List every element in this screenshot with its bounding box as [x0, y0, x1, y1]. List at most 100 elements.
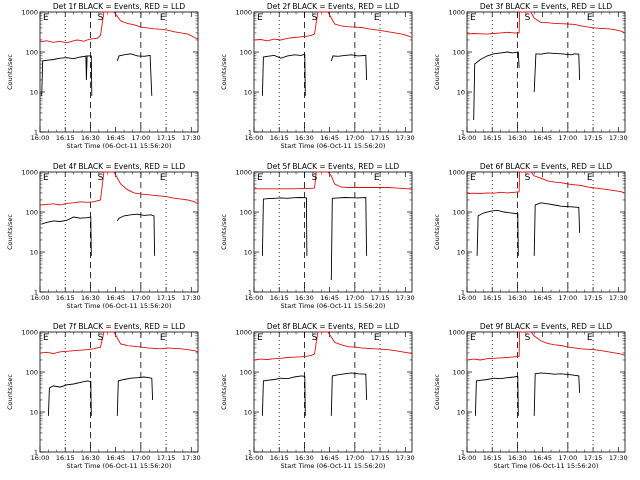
- x-tick-label: 16:45: [106, 454, 125, 462]
- x-tick-label: 16:15: [483, 134, 502, 142]
- y-tick-label: 1000: [235, 8, 252, 16]
- events-series-line: [331, 373, 366, 416]
- panel-det-9: Det 9f BLACK = Events, RED = LLD11010010…: [433, 322, 628, 470]
- y-tick-label: 1000: [235, 168, 252, 176]
- panel-title: Det 3f BLACK = Events, RED = LLD: [480, 2, 613, 11]
- lld-series-line: [254, 12, 412, 41]
- y-tick-label: 10: [457, 408, 465, 416]
- x-tick-label: 17:00: [345, 134, 364, 142]
- e-marker-label: E: [587, 13, 593, 23]
- e-marker-label: E: [374, 173, 380, 183]
- detector-rate-figure: Det 1f BLACK = Events, RED = LLD11010010…: [0, 0, 640, 480]
- y-tick-label: 10: [457, 88, 465, 96]
- lld-series-line: [40, 332, 198, 354]
- events-series-line: [117, 54, 152, 96]
- e-marker-label: E: [470, 173, 476, 183]
- panel-title: Det 7f BLACK = Events, RED = LLD: [53, 322, 186, 331]
- plot-frame: [40, 332, 198, 452]
- y-tick-label: 10: [244, 248, 252, 256]
- y-tick-label: 1000: [21, 168, 38, 176]
- events-series-line: [474, 52, 519, 120]
- y-axis-label: Counts/sec: [220, 54, 228, 90]
- x-tick-label: 16:30: [295, 134, 314, 142]
- y-tick-label: 1000: [21, 8, 38, 16]
- x-tick-label: 17:00: [558, 134, 577, 142]
- x-tick-label: 17:30: [396, 294, 415, 302]
- e-marker-label: E: [43, 173, 49, 183]
- x-tick-label: 17:00: [558, 294, 577, 302]
- x-tick-label: 16:45: [106, 294, 125, 302]
- x-tick-label: 17:15: [157, 454, 176, 462]
- plot-frame: [467, 12, 625, 132]
- x-tick-label: 16:45: [320, 294, 339, 302]
- y-tick-label: 1000: [21, 328, 38, 336]
- x-tick-label: 16:45: [320, 454, 339, 462]
- s-marker-label: S: [312, 173, 318, 183]
- x-axis-label: Start Time (06-Oct-11 15:56:20): [281, 302, 386, 310]
- lld-series-line: [40, 12, 198, 43]
- y-tick-label: 1000: [235, 328, 252, 336]
- x-tick-label: 16:15: [270, 454, 289, 462]
- events-series-line: [331, 198, 366, 281]
- s-marker-label: S: [98, 173, 104, 183]
- panel-det-1: Det 1f BLACK = Events, RED = LLD 1 10 100 10…: [6, 2, 201, 150]
- x-tick-label: 17:00: [558, 454, 577, 462]
- plot-frame: [467, 172, 625, 292]
- x-tick-label: 17:15: [157, 134, 176, 142]
- e-marker-label: E: [587, 173, 593, 183]
- x-tick-label: 17:15: [157, 294, 176, 302]
- events-series-line: [117, 377, 152, 416]
- events-series-line: [534, 53, 579, 92]
- y-tick-label: 100: [240, 48, 252, 56]
- y-axis-label: Counts/sec: [220, 214, 228, 250]
- x-tick-label: 16:15: [270, 134, 289, 142]
- events-series-line: [42, 217, 92, 256]
- x-tick-label: 16:00: [245, 454, 264, 462]
- x-tick-label: 16:45: [533, 454, 552, 462]
- x-tick-label: 17:15: [584, 454, 603, 462]
- x-axis-label: Start Time (06-Oct-11 15:56:20): [494, 462, 599, 470]
- x-tick-label: 17:00: [131, 134, 150, 142]
- s-marker-label: S: [525, 173, 531, 183]
- x-tick-label: 17:30: [609, 294, 628, 302]
- x-tick-label: 16:15: [483, 294, 502, 302]
- plot-frame: [254, 172, 412, 292]
- y-axis-label: Counts/sec: [220, 374, 228, 410]
- y-tick-label: 1000: [448, 8, 465, 16]
- x-tick-label: 17:30: [609, 134, 628, 142]
- x-tick-label: 16:00: [458, 294, 477, 302]
- y-tick-label: 100: [240, 368, 252, 376]
- x-tick-label: 16:30: [508, 294, 527, 302]
- x-tick-label: 16:30: [508, 454, 527, 462]
- x-tick-label: 17:30: [396, 454, 415, 462]
- lld-series-line: [40, 172, 198, 205]
- e-marker-label: E: [257, 333, 263, 343]
- x-tick-label: 16:15: [56, 454, 75, 462]
- panel-det-4: Det 4f BLACK = Events, RED = LLD 1 10 100 10…: [6, 162, 201, 310]
- events-series-line: [534, 373, 579, 416]
- panel-det-8: Det 8f BLACK = Events, RED = LLD11010010…: [220, 322, 415, 470]
- y-tick-label: 100: [26, 368, 38, 376]
- e-marker-label: E: [160, 333, 166, 343]
- x-tick-label: 16:15: [270, 294, 289, 302]
- y-tick-label: 100: [453, 368, 465, 376]
- panel-det-3: Det 3f BLACK = Events, RED = LLD11010010…: [433, 2, 628, 142]
- x-tick-label: 16:00: [31, 454, 50, 462]
- x-tick-label: 16:30: [508, 134, 527, 142]
- events-series-line: [48, 381, 91, 416]
- panel-title: Det 4f BLACK = Events, RED = LLD: [53, 162, 186, 171]
- lld-series-line: [254, 172, 412, 189]
- e-marker-label: E: [43, 333, 49, 343]
- s-marker-label: S: [98, 333, 104, 343]
- e-marker-label: E: [374, 13, 380, 23]
- y-tick-label: 100: [26, 208, 38, 216]
- x-tick-label: 16:00: [458, 454, 477, 462]
- x-tick-label: 17:15: [584, 134, 603, 142]
- x-tick-label: 16:45: [320, 134, 339, 142]
- s-marker-label: S: [525, 13, 531, 23]
- x-axis-label: Start Time (06-Oct-11 15:56:20): [281, 142, 386, 150]
- panel-det-6: Det 6f BLACK = Events, RED = LLD11010010…: [433, 162, 628, 302]
- x-tick-label: 17:15: [371, 294, 390, 302]
- x-tick-label: 16:45: [533, 294, 552, 302]
- x-tick-label: 17:15: [584, 294, 603, 302]
